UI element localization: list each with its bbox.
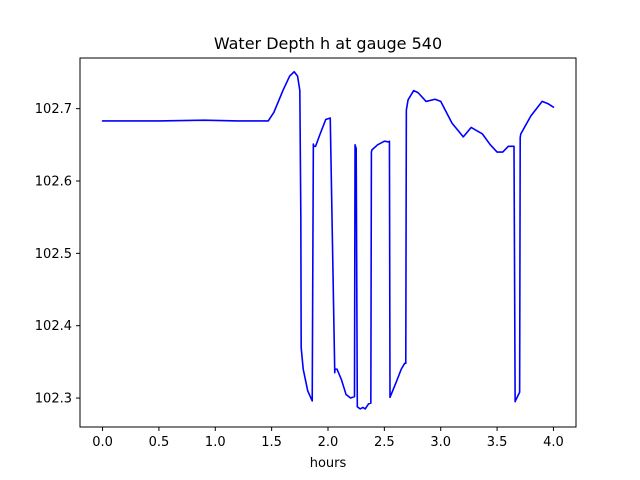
plot-frame — [79, 57, 577, 428]
x-axis-label: hours — [310, 456, 347, 471]
x-tick-label: 0.0 — [92, 435, 113, 450]
plot-area — [101, 70, 555, 410]
x-tick-label: 1.0 — [205, 435, 226, 450]
x-tick-label: 2.0 — [318, 435, 339, 450]
y-tick-label: 102.6 — [35, 175, 72, 190]
x-tick-label: 2.5 — [374, 435, 395, 450]
y-tick-label: 102.3 — [35, 392, 72, 407]
chart-title: Water Depth h at gauge 540 — [214, 34, 442, 53]
y-tick-label: 102.7 — [35, 102, 72, 117]
x-tick-label: 0.5 — [149, 435, 170, 450]
y-tick-label: 102.4 — [35, 319, 72, 334]
x-tick-label: 3.0 — [430, 435, 451, 450]
series-line-0 — [101, 70, 555, 410]
x-tick-label: 4.0 — [543, 435, 564, 450]
y-tick-label: 102.5 — [35, 247, 72, 262]
x-tick-label: 1.5 — [261, 435, 282, 450]
x-tick-label: 3.5 — [487, 435, 508, 450]
axes: 0.0 0.5 1.0 1.5 2.0 2.5 3.0 3.5 4.0 102.3 102.4 102… — [35, 102, 564, 450]
